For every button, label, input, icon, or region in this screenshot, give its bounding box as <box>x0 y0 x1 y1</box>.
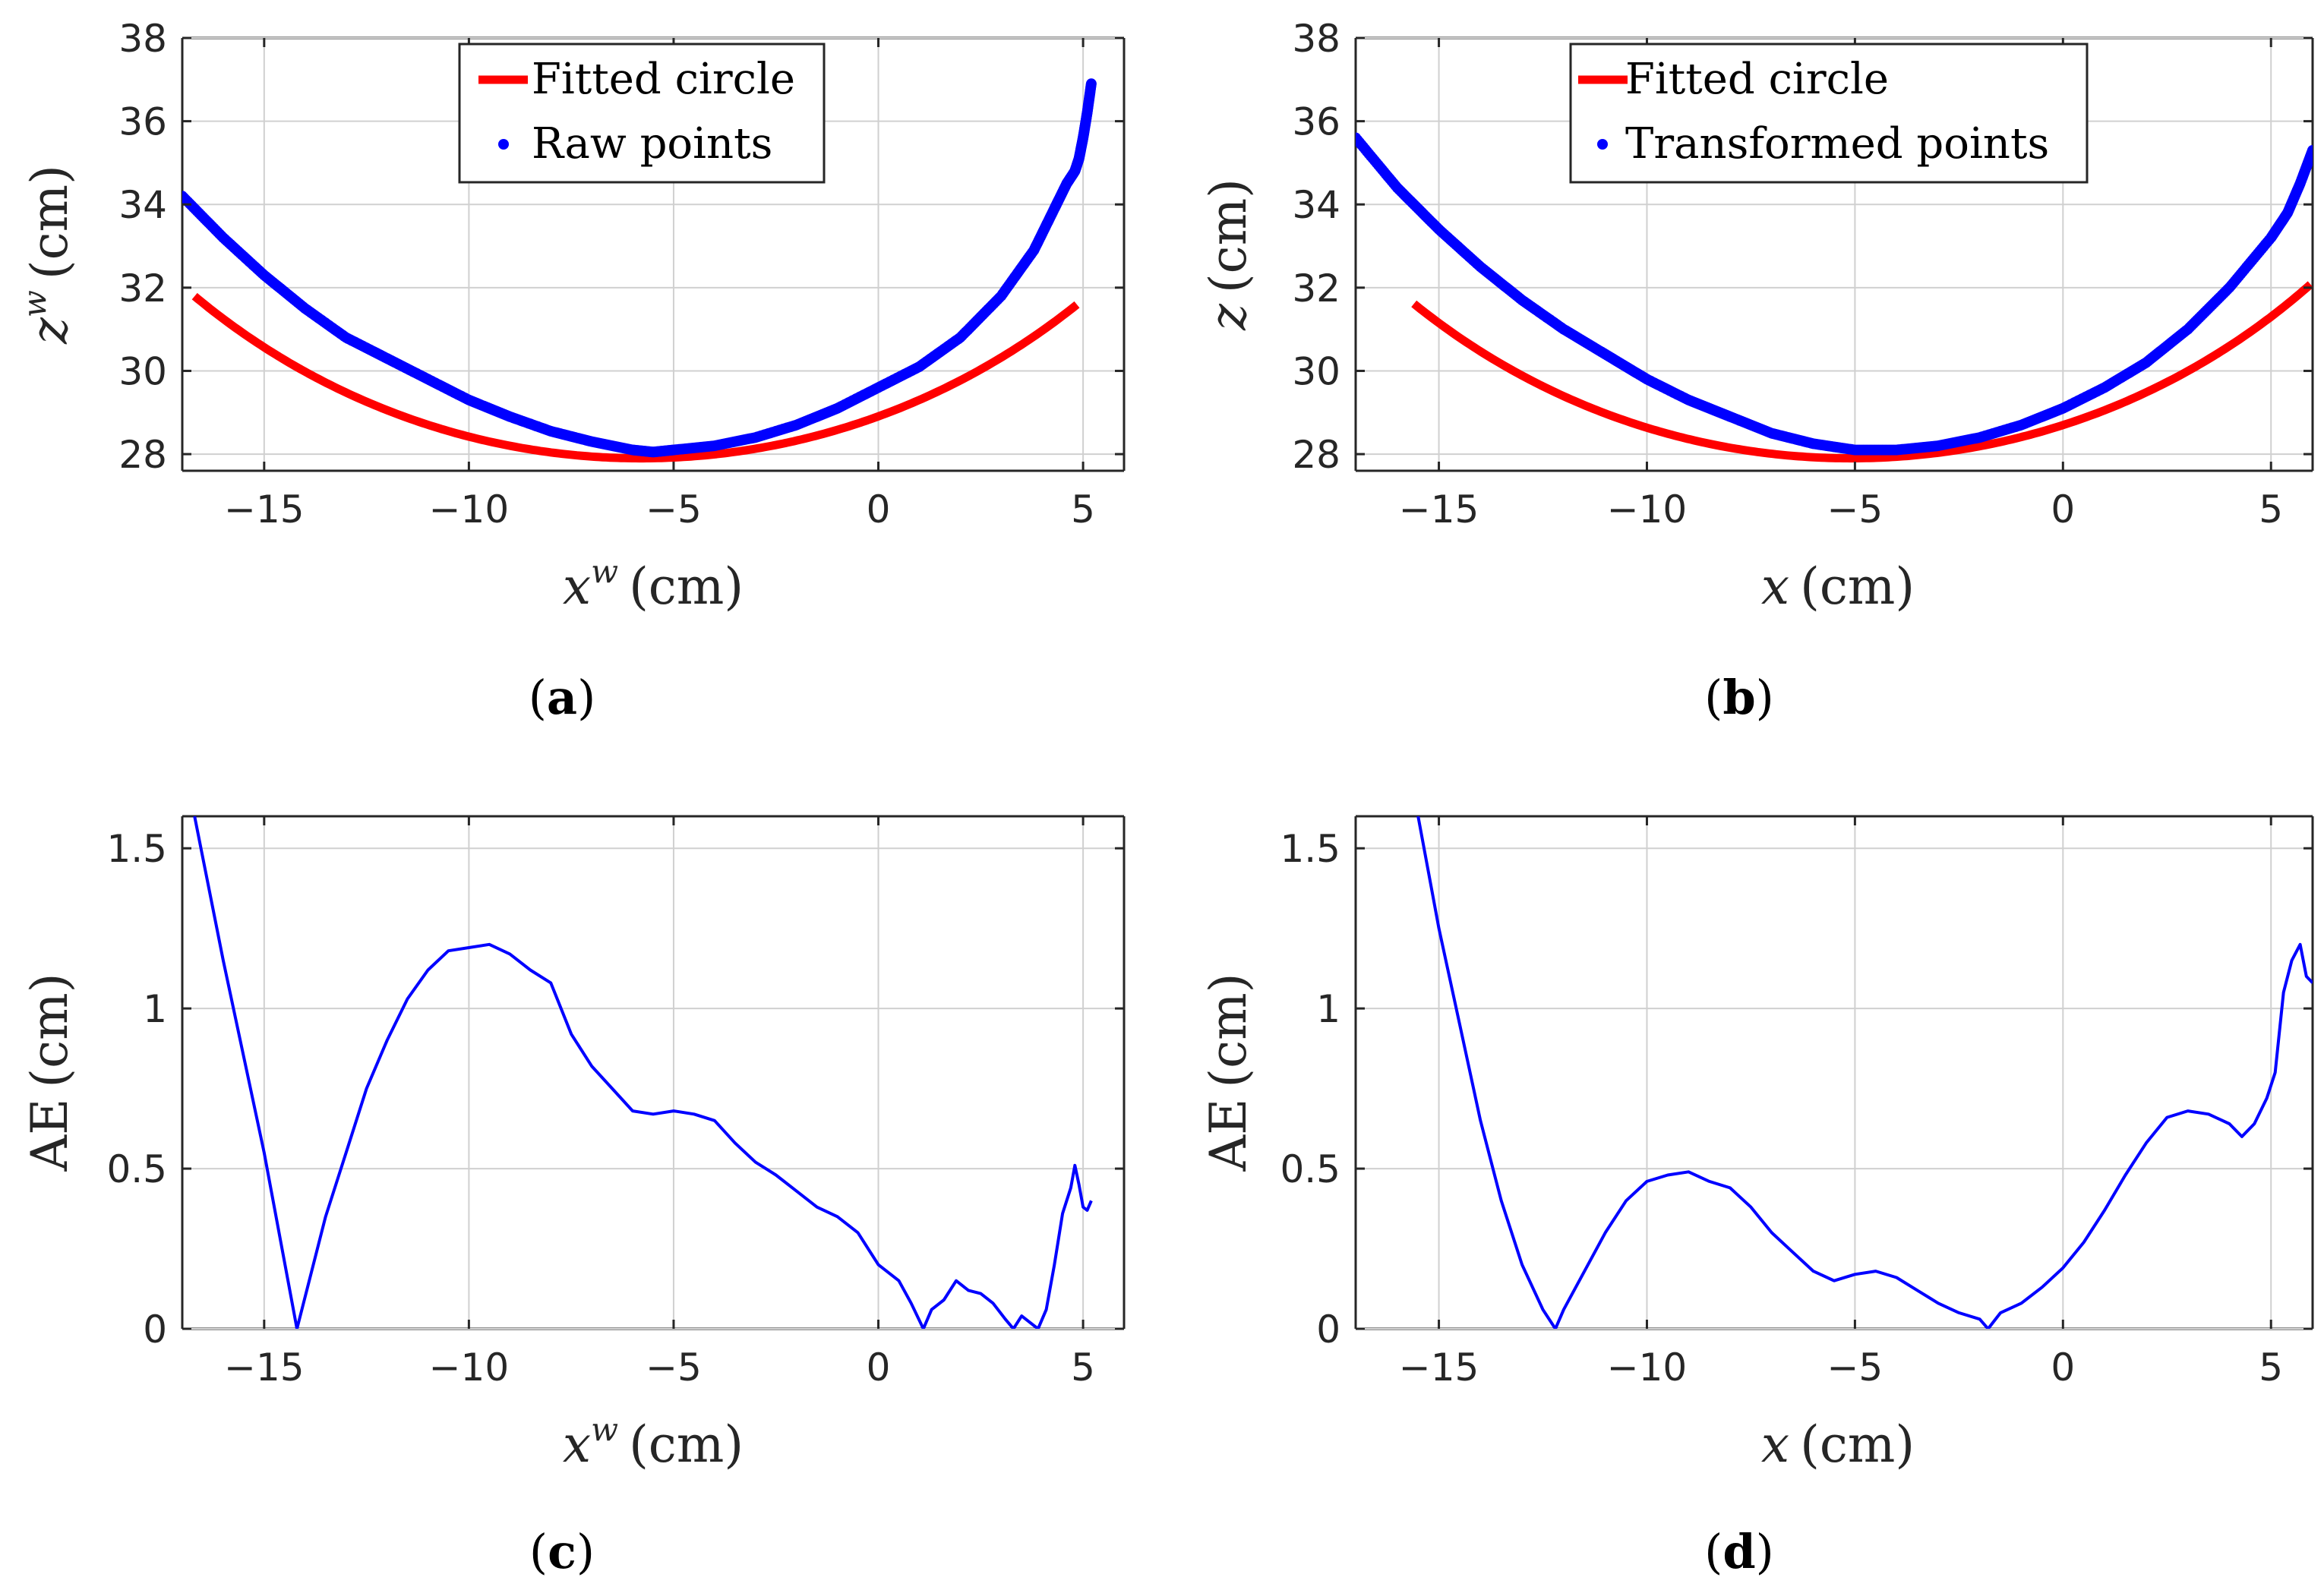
data-point <box>1085 78 1097 90</box>
x-tick-label: 5 <box>1071 487 1095 532</box>
y-tick-label: 34 <box>118 183 167 227</box>
x-ticks: −15 −10 −5 0 5 <box>224 38 1095 532</box>
x-tick-label: −15 <box>224 1346 305 1390</box>
x-axis-label: x (cm) <box>1761 1415 1915 1474</box>
legend-label-raw-points: Raw points <box>532 119 772 169</box>
panel-b: −15 −10 −5 0 5 28 30 32 34 36 38 x (cm) z(cm) Fitt… <box>1199 17 2314 725</box>
panel-d: −15 −10 −5 0 5 0 0.5 1 1.5 x (cm) AE(cm) (d) <box>1199 815 2314 1579</box>
grid <box>1356 816 2313 1330</box>
y-ticks: 28 30 32 34 36 38 <box>118 17 1124 477</box>
x-tick-label: −5 <box>1827 487 1884 532</box>
caption-b: (b) <box>1704 670 1774 725</box>
caption-d: (d) <box>1704 1524 1774 1579</box>
x-tick-label: −15 <box>1399 1346 1479 1390</box>
y-tick-label: 1.5 <box>106 827 167 871</box>
y-tick-label: 38 <box>1292 17 1340 61</box>
y-ticks: 28 30 32 34 36 38 <box>1292 17 2313 477</box>
y-tick-label: 0 <box>143 1308 167 1352</box>
x-axis-label: x (cm) <box>1761 557 1915 616</box>
points-series <box>1356 132 2313 456</box>
y-tick-label: 30 <box>1292 349 1340 393</box>
x-tick-label: −15 <box>1399 487 1479 532</box>
ae-series-line <box>1416 816 2313 1329</box>
fitted-circle-line <box>1411 281 2313 463</box>
x-tick-label: −5 <box>646 1346 702 1390</box>
y-tick-label: 36 <box>118 100 167 144</box>
y-tick-label: 34 <box>1292 183 1340 227</box>
y-ticks: 0 0.5 1 1.5 <box>106 827 1124 1352</box>
plot-series <box>1356 132 2313 463</box>
plot-series <box>193 816 1093 1329</box>
y-axis-label: z(cm) <box>1199 178 1258 331</box>
x-tick-label: −10 <box>429 487 510 532</box>
x-tick-label: −10 <box>1607 1346 1688 1390</box>
y-ticks: 0 0.5 1 1.5 <box>1280 827 2313 1352</box>
y-axis-label: AE(cm) <box>1199 973 1258 1172</box>
ae-series-line <box>193 816 1093 1329</box>
legend-box <box>458 43 826 184</box>
x-tick-label: 0 <box>867 487 891 532</box>
y-tick-label: 38 <box>118 17 167 61</box>
x-tick-label: 0 <box>2051 487 2075 532</box>
data-point <box>2307 145 2313 156</box>
x-axis-label: xw (cm) <box>563 553 744 616</box>
y-axis-label: zw(cm) <box>16 165 79 345</box>
x-tick-label: 5 <box>2259 487 2283 532</box>
plot-series <box>1416 816 2313 1329</box>
x-tick-label: 5 <box>2259 1346 2283 1390</box>
x-ticks: −15 −10 −5 0 5 <box>1399 816 2283 1390</box>
panel-c: −15 −10 −5 0 5 0 0.5 1 1.5 xw (cm) AE(cm) (c) <box>21 815 1126 1579</box>
x-ticks: −15 −10 −5 0 5 <box>224 816 1095 1390</box>
legend-points-swatch <box>498 139 509 150</box>
grid <box>182 816 1124 1330</box>
y-axis-label: AE(cm) <box>21 973 79 1172</box>
x-tick-label: −10 <box>1607 487 1688 532</box>
y-tick-label: 32 <box>118 267 167 311</box>
legend-box <box>1569 43 2089 184</box>
legend-points-swatch <box>1597 139 1608 150</box>
x-tick-label: 0 <box>867 1346 891 1390</box>
legend-label-fitted-circle: Fitted circle <box>532 55 795 104</box>
x-tick-label: −15 <box>224 487 305 532</box>
caption-a: (a) <box>529 670 596 725</box>
y-tick-label: 0.5 <box>106 1147 167 1191</box>
x-tick-label: −5 <box>1827 1346 1884 1390</box>
y-tick-label: 28 <box>118 433 167 477</box>
y-tick-label: 1.5 <box>1280 827 1340 871</box>
y-tick-label: 36 <box>1292 100 1340 144</box>
y-tick-label: 1 <box>1316 987 1340 1031</box>
y-tick-label: 30 <box>118 349 167 393</box>
x-tick-label: −10 <box>429 1346 510 1390</box>
y-tick-label: 0 <box>1316 1308 1340 1352</box>
y-tick-label: 0.5 <box>1280 1147 1340 1191</box>
x-tick-label: −5 <box>646 487 702 532</box>
x-axis-label: xw (cm) <box>563 1411 744 1474</box>
x-tick-label: 5 <box>1071 1346 1095 1390</box>
panel-a: −15 −10 −5 0 5 28 30 32 34 36 38 xw (cm) zw(cm) Fi… <box>16 17 1126 725</box>
caption-c: (c) <box>529 1524 595 1579</box>
y-tick-label: 28 <box>1292 433 1340 477</box>
legend: Fitted circle Transformed points <box>1569 43 2089 184</box>
legend-label-transformed-points: Transformed points <box>1625 119 2049 169</box>
fitted-circle-line <box>191 292 1080 463</box>
x-tick-label: 0 <box>2051 1346 2075 1390</box>
y-tick-label: 32 <box>1292 267 1340 311</box>
legend-label-fitted-circle: Fitted circle <box>1625 55 1889 104</box>
y-tick-label: 1 <box>143 987 167 1031</box>
legend: Fitted circle Raw points <box>458 43 826 184</box>
x-ticks: −15 −10 −5 0 5 <box>1399 38 2283 532</box>
